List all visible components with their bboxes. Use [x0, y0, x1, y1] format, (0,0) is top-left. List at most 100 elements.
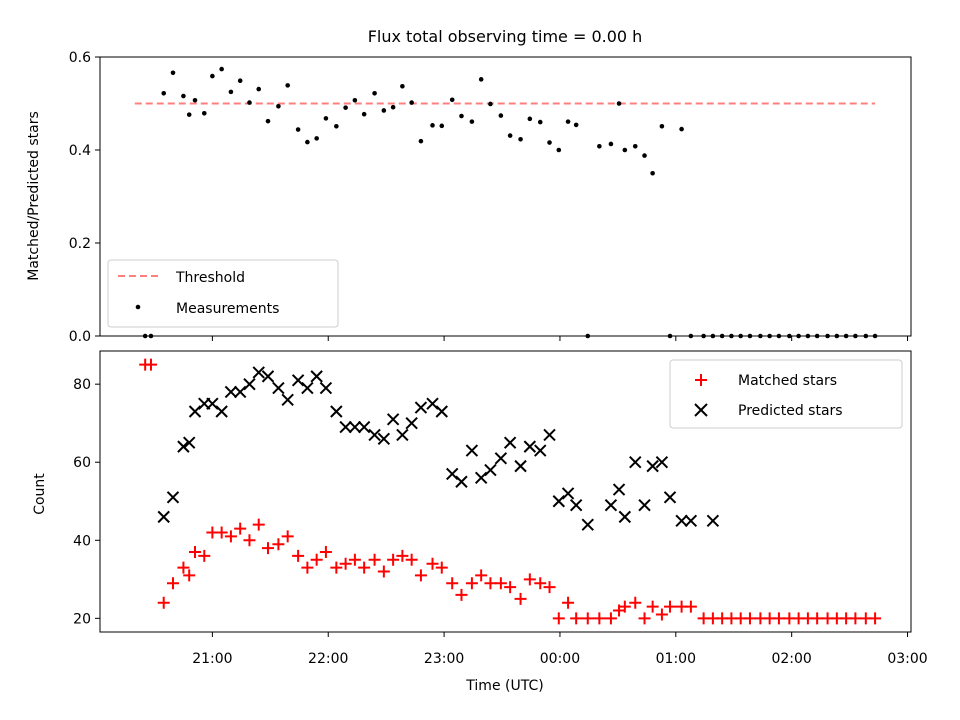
measurement-point	[547, 140, 552, 145]
measurement-point	[650, 170, 655, 176]
measurement-point	[469, 119, 475, 124]
matched-star-point	[849, 612, 862, 625]
ratio-panel: 0.0 0.2 0.4 0.6 Matched/Predicted stars Thr…	[26, 50, 912, 345]
matched-star-point	[292, 549, 305, 562]
matched-star-point	[655, 608, 668, 621]
matched-star-point	[593, 612, 606, 625]
measurement-point	[527, 116, 533, 122]
measurement-point	[659, 123, 665, 129]
matched-star-point	[166, 577, 179, 590]
matched-star-point	[339, 557, 352, 570]
measurement-point	[632, 143, 638, 149]
predicted-star-point	[445, 467, 459, 481]
measurement-point	[186, 112, 192, 117]
predicted-star-point	[183, 436, 196, 449]
measurement-point	[161, 90, 167, 96]
measurement-point	[608, 141, 614, 147]
predicted-star-point	[514, 459, 527, 473]
predicted-star-point	[552, 495, 566, 508]
measurement-point	[170, 70, 176, 76]
predicted-star-point	[206, 397, 219, 410]
predicted-star-point	[494, 452, 508, 465]
count-panel: 21:00 22:00 23:00 00:00 01:00 02:00 03:00 20 40 6…	[32, 350, 928, 694]
measurement-point	[372, 90, 377, 96]
ratio-axis-ticks: 0.0 0.2 0.4 0.6	[69, 50, 909, 345]
predicted-star-point	[604, 498, 618, 512]
measurement-point	[507, 133, 513, 138]
measurement-point	[228, 89, 234, 95]
predicted-star-point	[272, 381, 285, 395]
matched-star-point	[368, 553, 381, 566]
measurement-point	[201, 110, 207, 116]
measurement-point	[418, 138, 424, 144]
matched-star-point	[534, 577, 547, 590]
ratio-ylabel: Matched/Predicted stars	[26, 111, 42, 281]
matched-star-point	[215, 526, 228, 539]
matched-star-point	[387, 553, 400, 566]
matched-star-point	[183, 569, 196, 582]
measurement-point	[488, 101, 493, 107]
measurement-point	[192, 97, 198, 103]
x-tick-label: 03:00	[887, 651, 927, 667]
matched-star-point	[570, 612, 583, 625]
measurement-point	[210, 73, 215, 79]
matched-star-point	[664, 600, 677, 613]
predicted-star-point	[243, 377, 256, 391]
measurement-point	[265, 118, 271, 124]
predicted-star-point	[435, 405, 448, 418]
predicted-star-point	[301, 381, 314, 395]
measurements-legend-label: Measurements	[176, 301, 279, 317]
predicted-star-point	[706, 514, 720, 527]
predicted-star-point	[291, 374, 305, 387]
matched-star-point	[414, 569, 427, 582]
predicted-star-point	[523, 440, 537, 453]
measurement-point	[449, 97, 455, 103]
measurement-point	[276, 103, 281, 109]
predicted-star-point	[368, 428, 381, 442]
ratio-legend-box	[107, 259, 339, 328]
measurement-point	[305, 139, 310, 145]
matched-star-point	[811, 612, 824, 625]
matched-star-point	[646, 600, 659, 613]
matched-star-point	[301, 561, 314, 574]
matched-star-point	[261, 542, 274, 555]
matched-star-point	[552, 612, 565, 625]
matched-star-point	[330, 561, 343, 574]
matched-star-point	[604, 612, 617, 625]
predicted-legend-label: Predicted stars	[738, 403, 843, 419]
measurement-point	[439, 123, 445, 129]
matched-star-point	[684, 600, 697, 613]
count-marks	[139, 358, 882, 625]
predicted-star-point	[618, 510, 632, 524]
matched-star-point	[234, 522, 247, 535]
matched-star-point	[638, 612, 651, 625]
measurement-point	[237, 78, 243, 84]
predicted-star-point	[414, 401, 428, 414]
measurement-point	[498, 113, 504, 118]
predicted-star-point	[377, 432, 391, 446]
predicted-star-point	[675, 514, 688, 527]
measurement-point	[478, 77, 484, 82]
measurement-point	[597, 143, 602, 149]
matched-star-point	[543, 581, 556, 594]
x-tick-label: 22:00	[308, 651, 348, 667]
count-legend-box	[669, 359, 903, 429]
predicted-star-point	[629, 456, 642, 469]
x-tick-label: 23:00	[424, 651, 464, 667]
matched-star-point	[465, 577, 478, 590]
matched-star-point	[435, 561, 448, 574]
predicted-star-point	[166, 491, 180, 504]
matched-star-point	[243, 534, 256, 547]
predicted-star-point	[215, 405, 228, 418]
predicted-star-point	[188, 405, 202, 418]
predicted-star-point	[310, 370, 323, 383]
matched-star-point	[562, 596, 575, 609]
matched-star-point	[358, 561, 371, 574]
predicted-star-point	[319, 381, 333, 395]
measurement-point	[295, 127, 301, 132]
measurements-legend-marker	[135, 304, 141, 310]
matched-star-point	[772, 612, 785, 625]
predicted-star-point	[465, 444, 479, 457]
predicted-star-point	[386, 413, 400, 426]
